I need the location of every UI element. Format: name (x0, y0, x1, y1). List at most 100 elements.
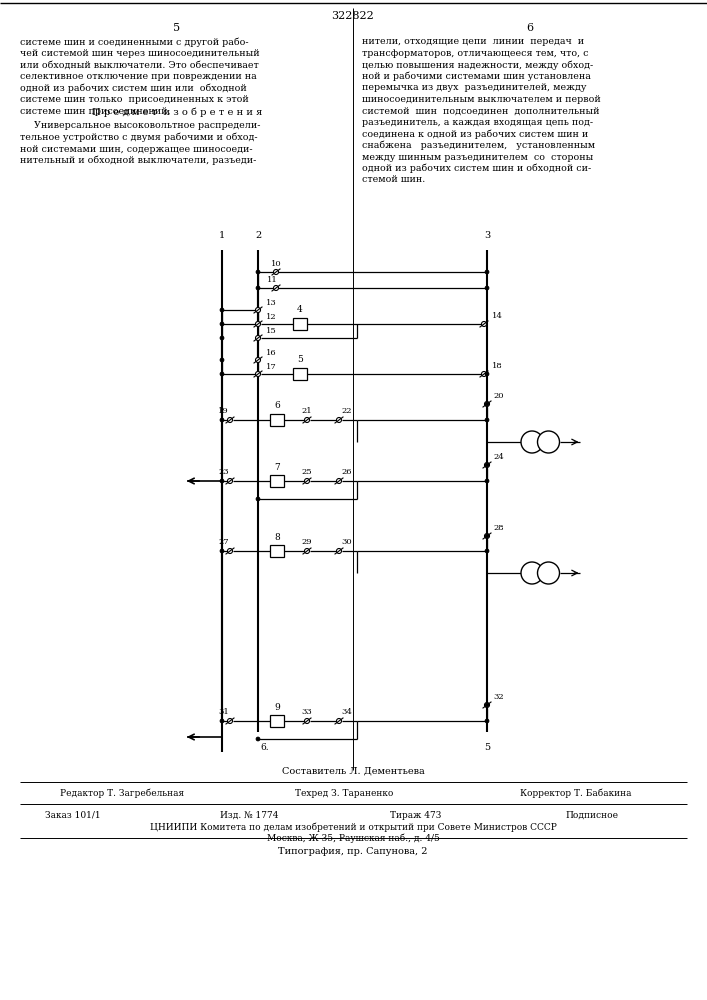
Text: 18: 18 (492, 362, 503, 370)
Circle shape (305, 418, 310, 422)
Circle shape (255, 336, 260, 340)
Text: 27: 27 (218, 538, 228, 546)
Text: 5: 5 (297, 356, 303, 364)
Text: 12: 12 (266, 313, 276, 321)
Text: Составитель Л. Дементьева: Составитель Л. Дементьева (281, 766, 424, 776)
Circle shape (228, 418, 233, 422)
Text: 24: 24 (493, 453, 504, 461)
Text: 19: 19 (218, 407, 229, 415)
Text: чей системой шин через шиносоединительный: чей системой шин через шиносоединительны… (20, 49, 259, 58)
Circle shape (220, 308, 224, 312)
Text: Изд. № 1774: Изд. № 1774 (220, 810, 279, 820)
Circle shape (220, 479, 224, 483)
Text: нительный и обходной выключатели, разъеди-: нительный и обходной выключатели, разъед… (20, 156, 257, 165)
Text: 322822: 322822 (332, 11, 375, 21)
Circle shape (220, 336, 224, 340)
Circle shape (220, 322, 224, 326)
Circle shape (485, 270, 489, 274)
Text: 16: 16 (266, 349, 276, 357)
Circle shape (484, 534, 489, 538)
Circle shape (305, 718, 310, 724)
Text: перемычка из двух  разъединителей, между: перемычка из двух разъединителей, между (362, 84, 587, 93)
Text: 11: 11 (267, 276, 277, 284)
Text: 17: 17 (266, 363, 276, 371)
Circle shape (220, 549, 224, 553)
Circle shape (537, 431, 559, 453)
Text: 13: 13 (266, 299, 276, 307)
Text: 28: 28 (493, 524, 503, 532)
Text: одной из рабочих систем шин и обходной си-: одной из рабочих систем шин и обходной с… (362, 164, 591, 173)
Text: Универсальное высоковольтное распредели-: Универсальное высоковольтное распредели- (34, 121, 260, 130)
Text: 15: 15 (266, 327, 276, 335)
Circle shape (274, 286, 279, 290)
Text: соединена к одной из рабочих систем шин и: соединена к одной из рабочих систем шин … (362, 129, 588, 139)
Circle shape (228, 718, 233, 724)
Circle shape (255, 371, 260, 376)
Text: 26: 26 (341, 468, 351, 476)
Circle shape (220, 719, 224, 723)
Text: ной системами шин, содержащее шиносоеди-: ной системами шин, содержащее шиносоеди- (20, 144, 252, 153)
Text: 7: 7 (274, 462, 280, 472)
Text: системой  шин  подсоединен  дополнительный: системой шин подсоединен дополнительный (362, 106, 600, 115)
Text: 14: 14 (492, 312, 503, 320)
Circle shape (256, 270, 260, 274)
Text: ЦНИИПИ Комитета по делам изобретений и открытий при Совете Министров СССР: ЦНИИПИ Комитета по делам изобретений и о… (150, 822, 556, 832)
Text: целью повышения надежности, между обход-: целью повышения надежности, между обход- (362, 60, 593, 70)
Bar (270, 715, 284, 727)
Circle shape (256, 497, 260, 501)
Text: 5: 5 (484, 742, 490, 752)
Circle shape (537, 562, 559, 584)
Text: стемой шин.: стемой шин. (362, 176, 425, 184)
Text: системе шин и соединенными с другой рабо-: системе шин и соединенными с другой рабо… (20, 37, 249, 47)
Text: снабжена   разъединителем,   установленным: снабжена разъединителем, установленным (362, 141, 595, 150)
Circle shape (521, 562, 543, 584)
Text: Тираж 473: Тираж 473 (390, 810, 441, 820)
Circle shape (337, 418, 341, 422)
Circle shape (337, 548, 341, 554)
Text: тельное устройство с двумя рабочими и обход-: тельное устройство с двумя рабочими и об… (20, 133, 257, 142)
Text: 33: 33 (302, 708, 312, 716)
Circle shape (484, 702, 489, 708)
Circle shape (485, 286, 489, 290)
Circle shape (485, 479, 489, 483)
Text: 31: 31 (218, 708, 229, 716)
Circle shape (481, 322, 486, 326)
Text: 22: 22 (341, 407, 351, 415)
Text: шиносоединительным выключателем и первой: шиносоединительным выключателем и первой (362, 95, 601, 104)
Text: трансформаторов, отличающееся тем, что, с: трансформаторов, отличающееся тем, что, … (362, 49, 588, 58)
Circle shape (485, 549, 489, 553)
Text: одной из рабочих систем шин или  обходной: одной из рабочих систем шин или обходной (20, 83, 247, 93)
Text: 6.: 6. (260, 742, 269, 752)
Text: или обходный выключатели. Это обеспечивает: или обходный выключатели. Это обеспечива… (20, 60, 259, 70)
Text: селективное отключение при повреждении на: селективное отключение при повреждении н… (20, 72, 257, 81)
Circle shape (305, 479, 310, 484)
Text: 29: 29 (302, 538, 312, 546)
Circle shape (485, 402, 489, 406)
Text: Техред З. Тараненко: Техред З. Тараненко (295, 788, 393, 798)
Text: 9: 9 (274, 702, 280, 712)
Circle shape (220, 358, 224, 362)
Text: нители, отходящие цепи  линии  передач  и: нители, отходящие цепи линии передач и (362, 37, 584, 46)
Circle shape (255, 322, 260, 326)
Text: Типография, пр. Сапунова, 2: Типография, пр. Сапунова, 2 (279, 846, 428, 856)
Bar (270, 545, 284, 557)
Text: системе шин только  присоединенных к этой: системе шин только присоединенных к этой (20, 95, 249, 104)
Circle shape (481, 371, 486, 376)
Circle shape (484, 401, 489, 406)
Circle shape (485, 372, 489, 376)
Text: ной и рабочими системами шин установлена: ной и рабочими системами шин установлена (362, 72, 591, 81)
Circle shape (485, 703, 489, 707)
Text: 23: 23 (218, 468, 228, 476)
Text: 20: 20 (493, 392, 503, 400)
Bar (293, 318, 307, 330)
Circle shape (274, 269, 279, 274)
Text: Подписное: Подписное (565, 810, 618, 820)
Text: 1: 1 (219, 232, 225, 240)
Text: 21: 21 (302, 407, 312, 415)
Text: 25: 25 (302, 468, 312, 476)
Circle shape (256, 737, 260, 741)
Circle shape (256, 286, 260, 290)
Circle shape (228, 548, 233, 554)
Text: Заказ 101/1: Заказ 101/1 (45, 810, 100, 820)
Circle shape (220, 418, 224, 422)
